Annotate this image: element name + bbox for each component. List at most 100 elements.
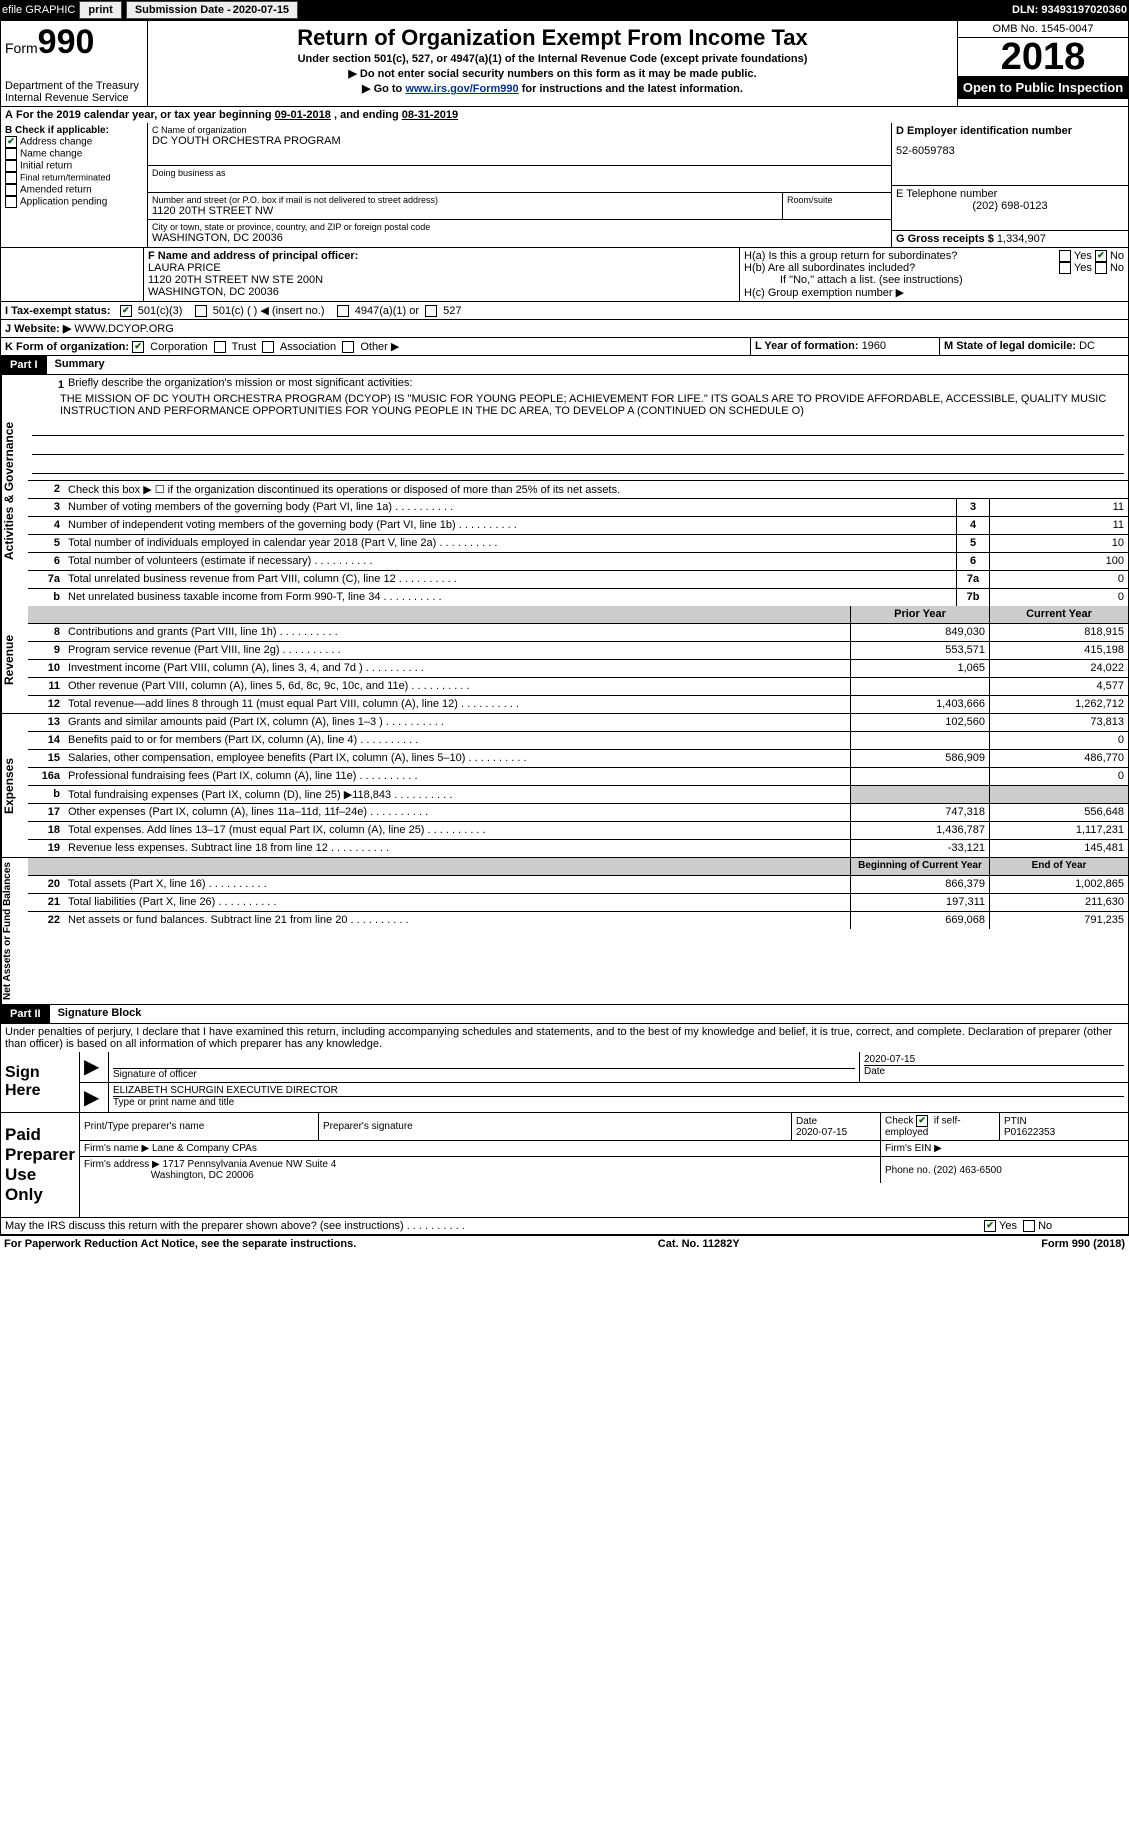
org-city: WASHINGTON, DC 20036 xyxy=(152,232,887,244)
side-revenue: Revenue xyxy=(1,606,28,713)
declaration: Under penalties of perjury, I declare th… xyxy=(0,1024,1129,1052)
irs-label: Internal Revenue Service xyxy=(5,92,143,104)
data-line: 4Number of independent voting members of… xyxy=(28,517,1128,535)
data-line: bTotal fundraising expenses (Part IX, co… xyxy=(28,786,1128,804)
data-line: 19Revenue less expenses. Subtract line 1… xyxy=(28,840,1128,857)
part2-header: Part II Signature Block xyxy=(0,1005,1129,1024)
signature-block: Sign Here ▶ Signature of officer 2020-07… xyxy=(0,1052,1129,1218)
state-domicile: DC xyxy=(1079,340,1095,352)
data-line: 5Total number of individuals employed in… xyxy=(28,535,1128,553)
part1-revenue: Revenue Prior Year Current Year 8Contrib… xyxy=(0,606,1129,714)
prep-date: 2020-07-15 xyxy=(796,1127,847,1138)
data-line: 17Other expenses (Part IX, column (A), l… xyxy=(28,804,1128,822)
org-name: DC YOUTH ORCHESTRA PROGRAM xyxy=(152,135,887,147)
data-line: 15Salaries, other compensation, employee… xyxy=(28,750,1128,768)
subtitle-3: ▶ Go to www.irs.gov/Form990 for instruct… xyxy=(154,82,951,95)
part1-expenses: Expenses 13Grants and similar amounts pa… xyxy=(0,714,1129,858)
efile-label: efile GRAPHIC xyxy=(2,4,75,16)
officer-addr1: 1120 20TH STREET NW STE 200N xyxy=(148,274,735,286)
chk-501c[interactable] xyxy=(195,305,207,317)
chk-ha-no[interactable] xyxy=(1095,250,1107,262)
subtitle-2: ▶ Do not enter social security numbers o… xyxy=(154,67,951,80)
dln-label: DLN: 93493197020360 xyxy=(1012,4,1127,16)
chk-self-employed[interactable] xyxy=(916,1115,928,1127)
chk-discuss-no[interactable] xyxy=(1023,1220,1035,1232)
officer-name: LAURA PRICE xyxy=(148,262,735,274)
data-line: 9Program service revenue (Part VIII, lin… xyxy=(28,642,1128,660)
row-f-h: F Name and address of principal officer:… xyxy=(0,248,1129,302)
chk-application[interactable] xyxy=(5,196,17,208)
row-j: J Website: ▶ WWW.DCYOP.ORG xyxy=(0,320,1129,338)
firm-phone: (202) 463-6500 xyxy=(933,1165,1001,1176)
data-line: 22Net assets or fund balances. Subtract … xyxy=(28,912,1128,929)
data-line: 14Benefits paid to or for members (Part … xyxy=(28,732,1128,750)
data-line: 6Total number of volunteers (estimate if… xyxy=(28,553,1128,571)
data-line: 10Investment income (Part VIII, column (… xyxy=(28,660,1128,678)
footer: For Paperwork Reduction Act Notice, see … xyxy=(0,1235,1129,1252)
top-bar: efile GRAPHIC print Submission Date - 20… xyxy=(0,0,1129,20)
gross-receipts: 1,334,907 xyxy=(997,233,1046,245)
may-irs-row: May the IRS discuss this return with the… xyxy=(0,1218,1129,1235)
sig-date: 2020-07-15 xyxy=(864,1054,1124,1066)
website: WWW.DCYOP.ORG xyxy=(74,323,173,335)
sign-here: Sign Here xyxy=(1,1052,80,1112)
form-header: Form990 Department of the Treasury Inter… xyxy=(0,20,1129,107)
telephone: (202) 698-0123 xyxy=(896,200,1124,212)
data-line: bNet unrelated business taxable income f… xyxy=(28,589,1128,606)
data-line: 20Total assets (Part X, line 16) 866,379… xyxy=(28,876,1128,894)
part1-header: Part I Summary xyxy=(0,356,1129,375)
chk-hb-yes[interactable] xyxy=(1059,262,1071,274)
chk-final-return[interactable] xyxy=(5,172,17,184)
chk-corp[interactable] xyxy=(132,341,144,353)
data-line: 18Total expenses. Add lines 13–17 (must … xyxy=(28,822,1128,840)
data-line: 16aProfessional fundraising fees (Part I… xyxy=(28,768,1128,786)
org-street: 1120 20TH STREET NW xyxy=(152,205,778,217)
side-expenses: Expenses xyxy=(1,714,28,857)
data-line: 13Grants and similar amounts paid (Part … xyxy=(28,714,1128,732)
firm-name: Lane & Company CPAs xyxy=(152,1143,257,1154)
data-line: 11Other revenue (Part VIII, column (A), … xyxy=(28,678,1128,696)
data-line: 8Contributions and grants (Part VIII, li… xyxy=(28,624,1128,642)
block-b-c-d: B Check if applicable: Address change Na… xyxy=(0,123,1129,248)
side-netassets: Net Assets or Fund Balances xyxy=(1,858,28,1004)
subtitle-1: Under section 501(c), 527, or 4947(a)(1)… xyxy=(154,53,951,65)
form-id: Form990 xyxy=(5,23,143,62)
chk-address-change[interactable] xyxy=(5,136,17,148)
chk-other[interactable] xyxy=(342,341,354,353)
ein: 52-6059783 xyxy=(896,145,1124,157)
side-governance: Activities & Governance xyxy=(1,375,28,606)
period-row: A For the 2019 calendar year, or tax yea… xyxy=(0,107,1129,123)
chk-501c3[interactable] xyxy=(120,305,132,317)
data-line: 3Number of voting members of the governi… xyxy=(28,499,1128,517)
part1-netassets: Net Assets or Fund Balances Beginning of… xyxy=(0,858,1129,1005)
chk-trust[interactable] xyxy=(214,341,226,353)
firm-city: Washington, DC 20006 xyxy=(151,1170,254,1181)
form990-link[interactable]: www.irs.gov/Form990 xyxy=(405,83,518,95)
chk-initial-return[interactable] xyxy=(5,160,17,172)
tax-year: 2018 xyxy=(958,38,1128,76)
chk-4947[interactable] xyxy=(337,305,349,317)
chk-527[interactable] xyxy=(425,305,437,317)
chk-hb-no[interactable] xyxy=(1095,262,1107,274)
part1-governance: Activities & Governance 1Briefly describ… xyxy=(0,375,1129,606)
dept-label: Department of the Treasury xyxy=(5,80,143,92)
data-line: 21Total liabilities (Part X, line 26) 19… xyxy=(28,894,1128,912)
year-formation: 1960 xyxy=(862,340,886,352)
firm-addr: 1717 Pennsylvania Avenue NW Suite 4 xyxy=(163,1159,337,1170)
print-button[interactable]: print xyxy=(79,1,121,19)
chk-assoc[interactable] xyxy=(262,341,274,353)
data-line: 12Total revenue—add lines 8 through 11 (… xyxy=(28,696,1128,713)
chk-name-change[interactable] xyxy=(5,148,17,160)
officer-printed: ELIZABETH SCHURGIN EXECUTIVE DIRECTOR xyxy=(113,1085,1124,1097)
data-line: 7aTotal unrelated business revenue from … xyxy=(28,571,1128,589)
b-header: B Check if applicable: xyxy=(5,125,143,136)
chk-ha-yes[interactable] xyxy=(1059,250,1071,262)
room-suite: Room/suite xyxy=(783,193,891,219)
row-k-l-m: K Form of organization: Corporation Trus… xyxy=(0,338,1129,356)
paid-preparer: Paid Preparer Use Only xyxy=(1,1113,80,1217)
ptin: P01622353 xyxy=(1004,1127,1055,1138)
chk-discuss-yes[interactable] xyxy=(984,1220,996,1232)
mission-text: THE MISSION OF DC YOUTH ORCHESTRA PROGRA… xyxy=(32,393,1124,417)
submission-date-button[interactable]: Submission Date - 2020-07-15 xyxy=(126,1,298,19)
chk-amended[interactable] xyxy=(5,184,17,196)
